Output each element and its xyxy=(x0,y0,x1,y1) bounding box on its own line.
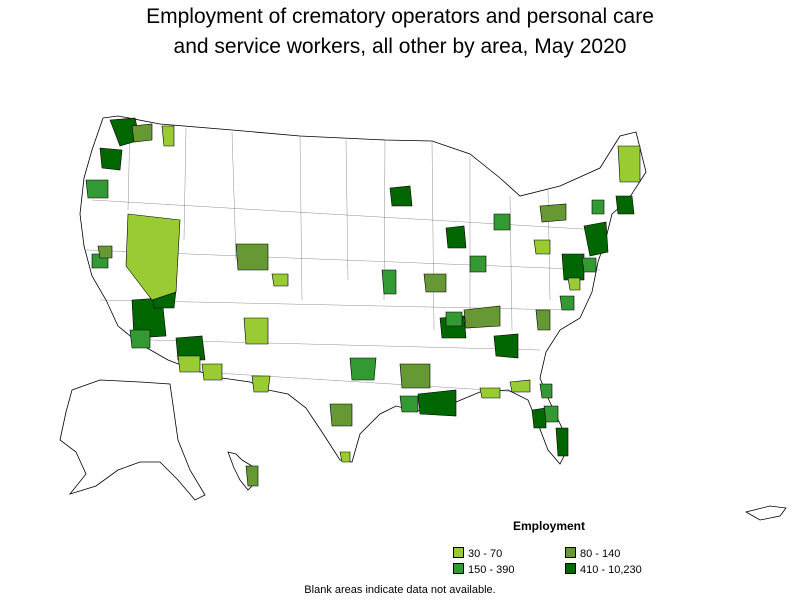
area-dallas xyxy=(349,357,377,381)
area-new-orleans xyxy=(417,389,457,417)
area-stl xyxy=(423,273,447,293)
area-tx-south xyxy=(339,451,351,463)
area-detroit xyxy=(493,213,511,231)
area-houston xyxy=(329,403,353,427)
area-wv xyxy=(533,239,551,255)
legend-swatch xyxy=(565,563,576,574)
area-charlotte xyxy=(559,295,575,311)
area-roanoke xyxy=(535,309,551,331)
states-outline xyxy=(59,115,787,521)
area-boston xyxy=(615,195,635,215)
area-albany xyxy=(591,199,605,215)
alaska-outline xyxy=(59,379,206,501)
legend-label: 410 - 10,230 xyxy=(580,564,642,576)
legend-swatch xyxy=(453,563,464,574)
area-buffalo xyxy=(539,203,567,223)
area-tx-west xyxy=(251,375,271,393)
area-albuquerque xyxy=(175,335,206,361)
legend-label: 30 - 70 xyxy=(468,548,503,560)
area-va-south xyxy=(567,277,581,291)
area-nm-central xyxy=(243,317,269,345)
area-borders xyxy=(85,119,601,393)
area-eugene xyxy=(85,179,109,199)
area-hawaii xyxy=(245,465,259,487)
map-title-line2: and service workers, all other by area, … xyxy=(173,35,627,58)
area-tucson xyxy=(129,329,151,349)
area-miami xyxy=(555,427,569,457)
area-nyc xyxy=(583,221,609,257)
area-tampa xyxy=(531,407,547,429)
puerto-rico-outline xyxy=(744,505,787,521)
area-baltimore xyxy=(581,257,597,273)
legend-label: 80 - 140 xyxy=(580,548,621,560)
area-kc xyxy=(381,269,397,295)
area-nevada-nonmetro xyxy=(125,213,181,301)
legend-title: Employment xyxy=(513,519,586,533)
area-spokane xyxy=(131,123,153,143)
area-co-south xyxy=(271,273,289,287)
area-knoxville xyxy=(463,305,501,329)
area-ga-south xyxy=(509,379,531,393)
footnote: Blank areas indicate data not available. xyxy=(304,584,496,596)
area-indy xyxy=(469,255,487,273)
legend-swatch xyxy=(565,547,576,558)
area-rapid-city-sd xyxy=(235,243,269,271)
area-portland xyxy=(99,147,123,171)
area-nm-south xyxy=(177,355,201,373)
area-fl-panhandle xyxy=(479,387,501,399)
map-title: Employment of crematory operators and pe… xyxy=(0,2,800,62)
employment-areas xyxy=(85,117,641,487)
area-el-paso xyxy=(201,363,223,381)
area-dc xyxy=(561,253,585,281)
legend-item-150-390: 150 - 390 xyxy=(453,563,514,577)
legend-item-30-70: 30 - 70 xyxy=(453,547,502,561)
area-houston-east xyxy=(399,395,419,413)
legend-item-80-140: 80 - 140 xyxy=(565,547,620,561)
map-title-line1: Employment of crematory operators and pe… xyxy=(146,5,654,28)
area-fresno xyxy=(97,245,113,259)
area-maine xyxy=(617,145,641,183)
area-jax xyxy=(539,383,553,399)
area-nashville xyxy=(445,311,463,327)
area-orlando xyxy=(543,405,559,423)
legend-item-410-10230: 410 - 10,230 xyxy=(565,563,642,577)
area-atlanta xyxy=(493,333,519,359)
legend-swatch xyxy=(453,547,464,558)
area-wa-east xyxy=(161,125,175,147)
legend-label: 150 - 390 xyxy=(468,564,515,576)
area-chicago xyxy=(445,225,467,249)
area-bham xyxy=(399,363,431,389)
area-minneapolis xyxy=(389,185,413,207)
